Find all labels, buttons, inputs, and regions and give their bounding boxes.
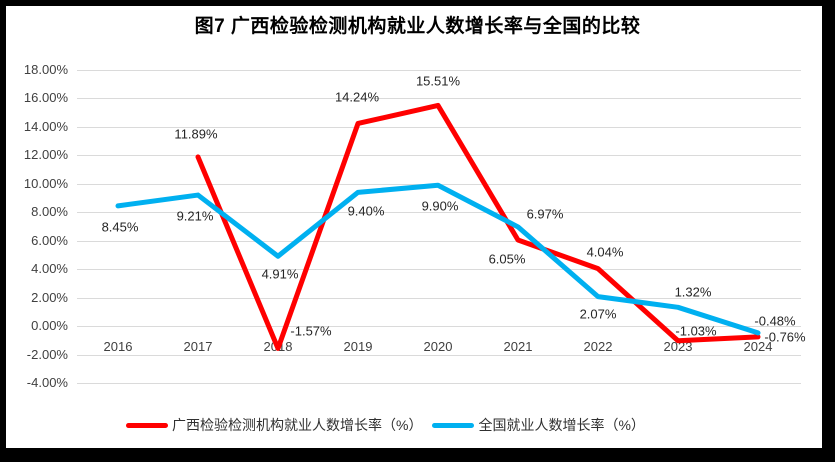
data-label: 4.91% xyxy=(261,266,299,282)
gridline xyxy=(77,269,801,270)
chart-title: 图7 广西检验检测机构就业人数增长率与全国的比较 xyxy=(194,16,641,37)
x-axis-category-label: 2022 xyxy=(583,339,613,354)
y-axis-tick-label: 12.00% xyxy=(23,147,68,162)
y-axis-tick-label: 8.00% xyxy=(31,204,68,219)
y-axis-tick-label: 4.00% xyxy=(31,261,68,276)
y-axis-tick-label: 10.00% xyxy=(23,176,68,191)
data-label: 9.21% xyxy=(176,208,214,224)
data-label: -0.76% xyxy=(764,329,806,345)
series-line-1 xyxy=(115,182,761,336)
y-axis-tick-label: -4.00% xyxy=(26,375,68,390)
data-label: -0.48% xyxy=(754,313,796,329)
gridline xyxy=(77,127,801,128)
x-axis-category-label: 2017 xyxy=(183,339,213,354)
gridline xyxy=(77,241,801,242)
legend-item-guangxi-series: 广西检验检测机构就业人数增长率（%） xyxy=(126,415,422,435)
data-label: 15.51% xyxy=(415,73,461,89)
data-label: 9.40% xyxy=(347,203,385,219)
data-label: 14.24% xyxy=(334,89,380,105)
y-axis-tick-label: 6.00% xyxy=(31,233,68,248)
gridline xyxy=(77,98,801,99)
gridline xyxy=(77,298,801,299)
series-line-0 xyxy=(195,102,761,351)
gridline xyxy=(77,383,801,384)
data-label: 9.90% xyxy=(421,198,459,214)
legend-item-national-series: 全国就业人数增长率（%） xyxy=(432,415,645,435)
gridline xyxy=(77,212,801,213)
y-axis-tick-label: -2.00% xyxy=(26,347,68,362)
y-axis-tick-label: 14.00% xyxy=(23,119,68,134)
x-axis-category-label: 2016 xyxy=(103,339,133,354)
legend-blue-line-swatch xyxy=(432,422,475,428)
y-axis-tick-label: 0.00% xyxy=(31,318,68,333)
y-axis-tick-label: 18.00% xyxy=(23,62,68,77)
x-axis-category-label: 2024 xyxy=(743,339,773,354)
window-border-bottom xyxy=(0,448,835,462)
data-label: 1.32% xyxy=(674,284,712,300)
data-label: 6.05% xyxy=(488,251,526,267)
window-border-right xyxy=(822,0,835,448)
data-label: 8.45% xyxy=(101,219,139,235)
data-label: -1.57% xyxy=(290,323,332,339)
gridline xyxy=(77,70,801,71)
legend-red-line-swatch xyxy=(126,422,168,428)
window-border-top xyxy=(0,0,835,6)
data-label: -1.03% xyxy=(675,323,717,339)
data-label: 6.97% xyxy=(526,206,564,222)
x-axis-category-label: 2021 xyxy=(503,339,533,354)
y-axis-tick-label: 16.00% xyxy=(23,90,68,105)
window-border-left xyxy=(0,0,6,448)
x-axis-category-label: 2020 xyxy=(423,339,453,354)
x-axis-category-label: 2019 xyxy=(343,339,373,354)
legend: 广西检验检测机构就业人数增长率（%） 全国就业人数增长率（%） xyxy=(126,415,645,435)
y-axis-tick-label: 2.00% xyxy=(31,290,68,305)
gridline xyxy=(77,355,801,356)
gridline xyxy=(77,155,801,156)
data-label: 2.07% xyxy=(579,306,617,322)
legend-label-guangxi: 广西检验检测机构就业人数增长率（%） xyxy=(172,417,423,433)
legend-label-national: 全国就业人数增长率（%） xyxy=(478,417,645,433)
data-label: 11.89% xyxy=(174,126,218,142)
data-label: 4.04% xyxy=(586,244,624,260)
gridline xyxy=(77,326,801,327)
